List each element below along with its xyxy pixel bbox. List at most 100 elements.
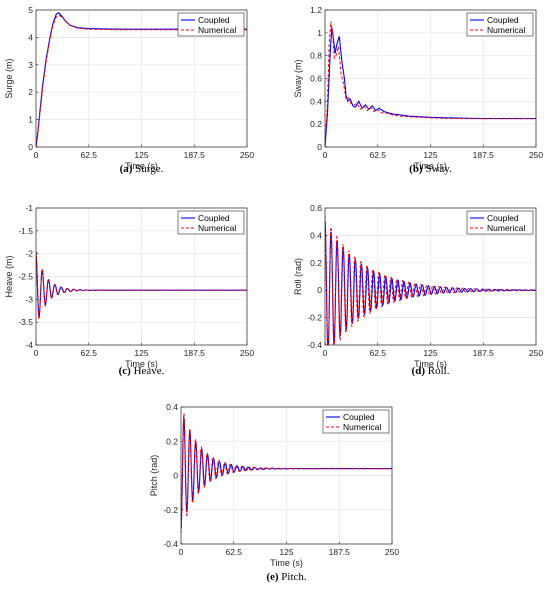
- caption-label: (e): [266, 571, 279, 583]
- legend-box: [177, 210, 245, 235]
- x-tick-label: 62.5: [225, 547, 242, 557]
- y-tick-label: -0.2: [307, 313, 322, 323]
- x-axis-label: Time (s): [414, 161, 447, 171]
- legend-box: [466, 12, 534, 37]
- y-tick-label: 0.4: [310, 96, 322, 106]
- axes-frame: [35, 207, 248, 346]
- y-tick-label: 0.2: [166, 436, 178, 446]
- y-tick-label: -4: [25, 340, 33, 350]
- caption-text: Pitch.: [279, 571, 307, 583]
- panel-caption: (d) Roll.: [412, 365, 450, 377]
- y-tick-label: -1.5: [18, 226, 33, 236]
- legend-box: [466, 210, 534, 235]
- y-tick-label: 2: [28, 87, 33, 97]
- y-tick-label: 0.4: [166, 402, 178, 412]
- y-axis-label: Sway (m): [293, 59, 303, 97]
- chart-sway: 0 62.5 125 187.5 250 0 0.2 0.4 0.6 0.8 1 1.2 Time (s…: [293, 5, 543, 175]
- y-tick-label: -0.2: [163, 505, 178, 515]
- axes-frame: [180, 406, 393, 545]
- legend-box: [177, 12, 245, 37]
- axes-frame: [324, 9, 537, 148]
- panel-caption: (e) Pitch.: [266, 571, 307, 583]
- y-tick-label: 4: [28, 32, 33, 42]
- series-line-coupled: [325, 27, 536, 147]
- x-tick-label: 125: [134, 150, 148, 160]
- x-tick-label: 250: [385, 547, 399, 557]
- x-tick-label: 62.5: [369, 348, 386, 358]
- series-line-numerical: [36, 250, 247, 320]
- caption-text: Sway.: [423, 163, 452, 175]
- y-tick-label: 0: [317, 142, 322, 152]
- legend-entry: Coupled: [487, 213, 519, 223]
- caption-label: (b): [409, 163, 423, 175]
- y-tick-label: -0.4: [163, 539, 178, 549]
- legend-box: [322, 409, 390, 434]
- axes-frame: [35, 9, 248, 148]
- y-axis-label: Pitch (rad): [149, 455, 159, 497]
- chart-heave: 0 62.5 125 187.5 250 -4 -3.5 -3 -2.5 -2 -1.5 -1 Time…: [4, 203, 254, 377]
- chart-roll: 0 62.5 125 187.5 250 -0.4 -0.2 0 0.2 0.4 0.6 Time (…: [293, 203, 543, 377]
- legend-entry: Numerical: [343, 422, 381, 432]
- y-tick-label: 5: [28, 5, 33, 15]
- legend-entry: Numerical: [198, 25, 236, 35]
- caption-text: Surge.: [132, 163, 163, 175]
- legend-entry: Coupled: [198, 213, 230, 223]
- x-tick-label: 250: [240, 348, 254, 358]
- y-tick-label: 1: [317, 28, 322, 38]
- y-tick-label: -3.5: [18, 317, 33, 327]
- x-tick-label: 125: [423, 150, 437, 160]
- x-tick-label: 0: [34, 348, 39, 358]
- panel-caption: (b) Sway.: [409, 163, 452, 175]
- x-tick-label: 187.5: [184, 150, 206, 160]
- x-tick-label: 125: [279, 547, 293, 557]
- series-line-numerical: [325, 21, 536, 147]
- y-tick-label: 0.8: [310, 51, 322, 61]
- x-tick-label: 0: [179, 547, 184, 557]
- x-axis-label: Time (s): [125, 161, 158, 171]
- x-tick-label: 0: [323, 348, 328, 358]
- legend-entry: Coupled: [198, 15, 230, 25]
- x-axis-label: Time (s): [125, 359, 158, 369]
- x-tick-label: 125: [423, 348, 437, 358]
- axes-frame: [324, 207, 537, 346]
- chart-surge: 0 62.5 125 187.5 250 0 1 2 3 4 5 Time (s) Surge (m) C…: [4, 5, 254, 175]
- caption-text: Heave.: [131, 365, 165, 377]
- x-tick-label: 250: [240, 150, 254, 160]
- y-axis-label: Roll (rad): [293, 258, 303, 295]
- y-tick-label: 0.2: [310, 119, 322, 129]
- x-axis-label: Time (s): [414, 359, 447, 369]
- x-tick-label: 250: [529, 150, 543, 160]
- legend-entry: Numerical: [487, 25, 525, 35]
- caption-label: (c): [119, 365, 132, 377]
- x-tick-label: 62.5: [369, 150, 386, 160]
- y-axis-label: Heave (m): [4, 255, 14, 297]
- y-tick-label: 0.6: [310, 74, 322, 84]
- series-line-numerical: [181, 413, 392, 534]
- y-tick-label: -2: [25, 249, 33, 259]
- caption-label: (a): [120, 163, 133, 175]
- y-tick-label: 1.2: [310, 5, 322, 15]
- x-tick-label: 187.5: [329, 547, 351, 557]
- chart-pitch: 0 62.5 125 187.5 250 -0.4 -0.2 0 0.2 0.4 Time (s) P…: [149, 402, 399, 583]
- y-axis-label: Surge (m): [4, 58, 14, 98]
- legend-entry: Coupled: [343, 412, 375, 422]
- y-tick-label: 0: [173, 471, 178, 481]
- panel-caption: (c) Heave.: [119, 365, 165, 377]
- x-axis-label: Time (s): [270, 558, 303, 568]
- x-tick-label: 187.5: [473, 150, 495, 160]
- x-tick-label: 250: [529, 348, 543, 358]
- legend-entry: Coupled: [487, 15, 519, 25]
- panel-caption: (a) Surge.: [120, 163, 164, 175]
- caption-text: Roll.: [425, 365, 450, 377]
- y-tick-label: 0.2: [310, 258, 322, 268]
- x-tick-label: 62.5: [80, 150, 97, 160]
- series-line-numerical: [36, 14, 247, 147]
- y-tick-label: 3: [28, 60, 33, 70]
- series-line-numerical: [325, 216, 536, 345]
- legend-entry: Numerical: [487, 223, 525, 233]
